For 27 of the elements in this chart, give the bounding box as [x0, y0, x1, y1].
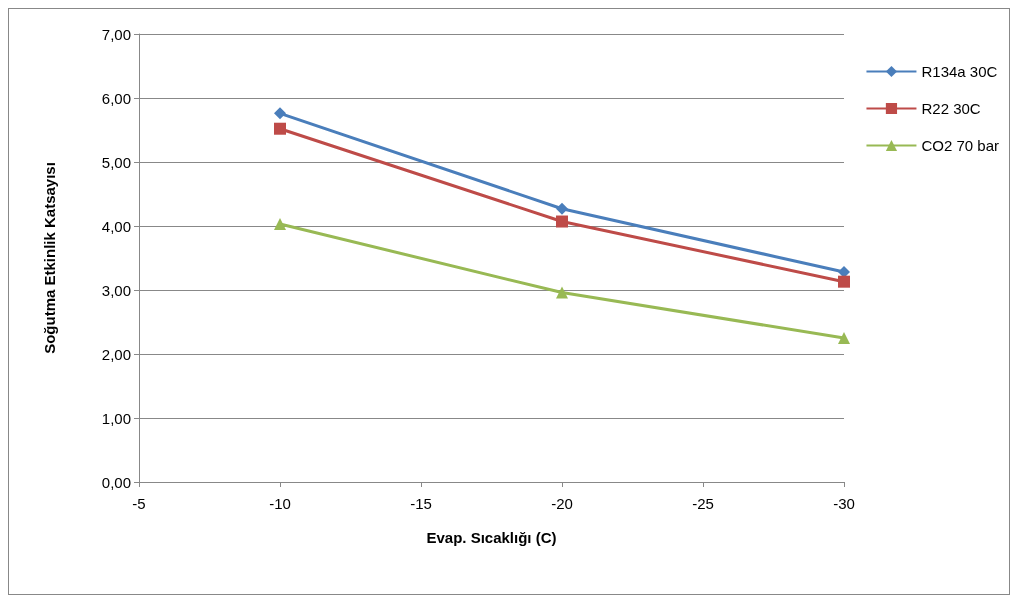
legend-label: R22 30C — [921, 100, 981, 117]
legend-label: CO2 70 bar — [921, 137, 1000, 154]
y-axis-title: Soğutma Etkinlik Katsayısı — [41, 162, 58, 354]
point — [274, 218, 286, 231]
x-tick-label: -30 — [833, 495, 855, 512]
x-tick-label: -20 — [551, 495, 573, 512]
x-tick-label: -25 — [692, 495, 714, 512]
point — [838, 332, 850, 344]
y-tick-label: 4,00 — [101, 217, 131, 235]
y-tick-label: 7,00 — [101, 25, 131, 43]
point — [556, 286, 568, 299]
y-tick-label: 3,00 — [101, 281, 131, 299]
point — [556, 202, 568, 215]
y-tick-label: 6,00 — [101, 89, 131, 107]
y-tick-label: 2,00 — [101, 345, 131, 363]
x-axis-title: Evap. Sıcaklığı (C) — [426, 529, 557, 546]
point — [838, 275, 850, 288]
point — [274, 122, 286, 135]
point — [274, 107, 286, 120]
y-tick-label: 5,00 — [101, 153, 131, 171]
legend-label: R134a 30C — [921, 63, 998, 80]
point — [556, 215, 568, 228]
x-tick-label: -15 — [410, 495, 432, 512]
x-tick-label: -10 — [269, 495, 291, 512]
y-tick-label: 0,00 — [101, 473, 131, 491]
x-tick-label: -5 — [132, 495, 146, 512]
y-tick-label: 1,00 — [101, 409, 131, 427]
